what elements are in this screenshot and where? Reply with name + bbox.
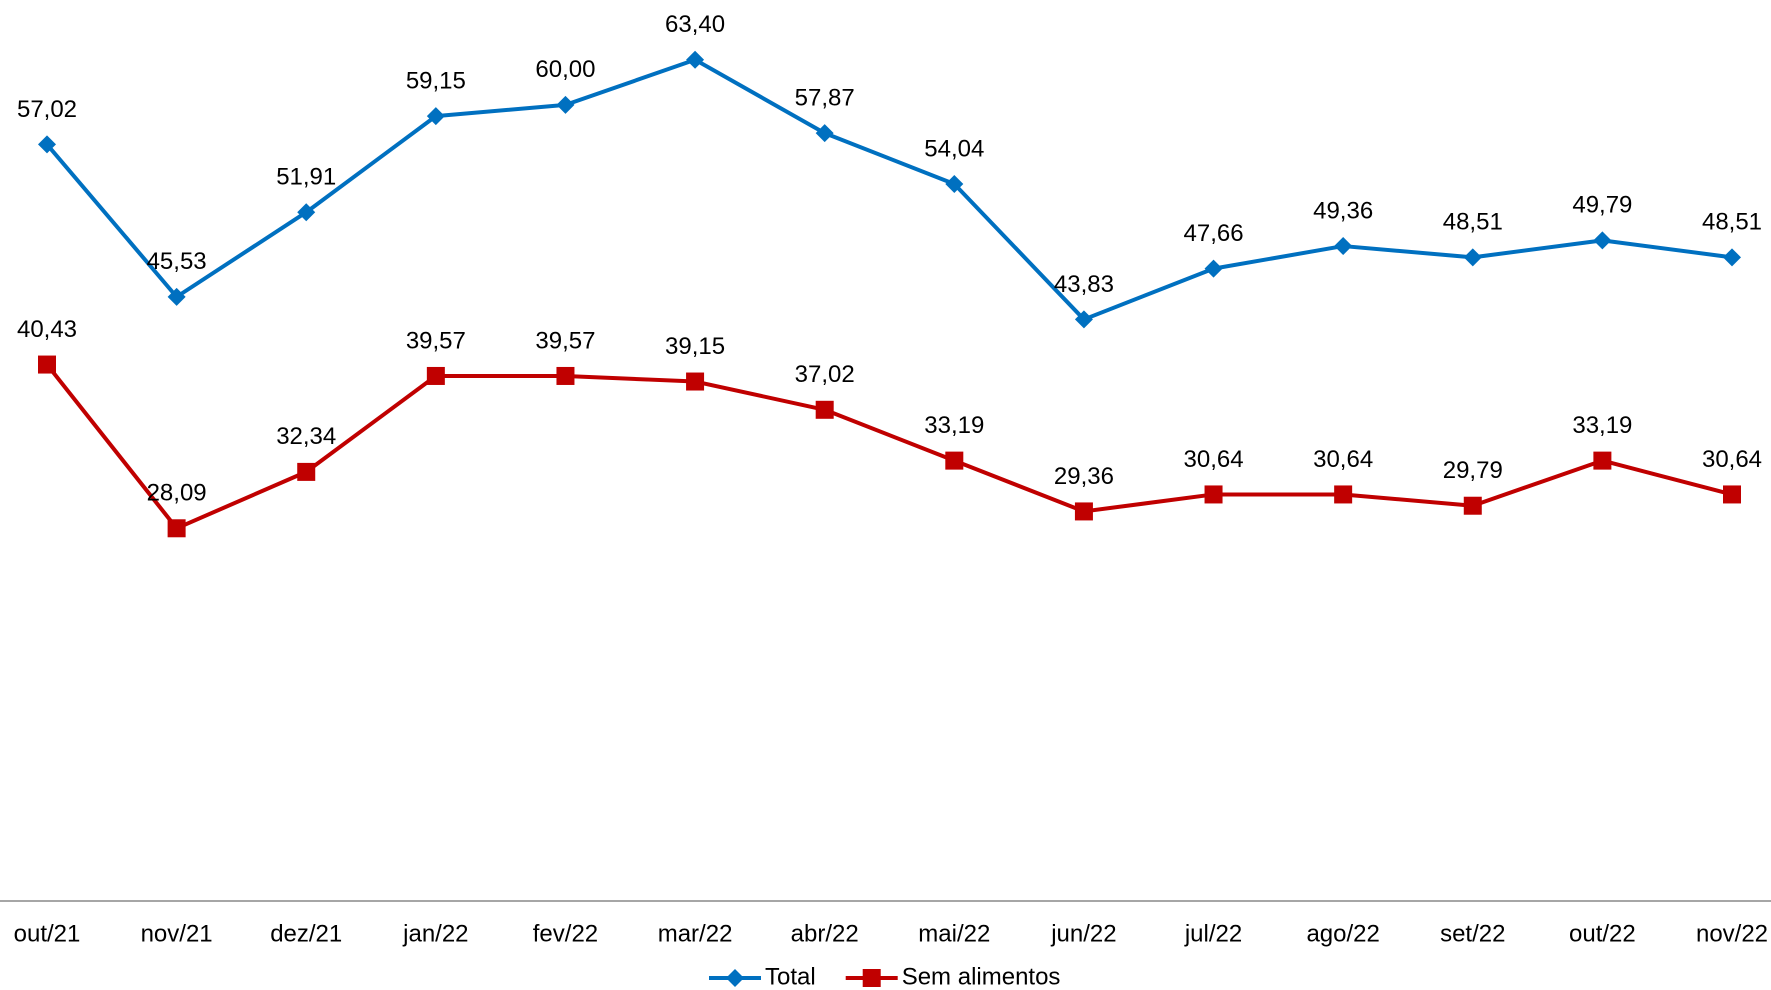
x-tick-label: mar/22 [658, 920, 733, 947]
data-label: 47,66 [1184, 220, 1244, 247]
marker [38, 135, 56, 154]
marker [167, 519, 186, 538]
data-label: 33,19 [1572, 412, 1632, 439]
marker [1593, 231, 1612, 250]
data-label: 43,83 [1054, 271, 1114, 298]
marker [426, 366, 445, 385]
marker [1074, 502, 1093, 521]
x-tick-label: ago/22 [1306, 920, 1379, 947]
data-label: 57,87 [795, 84, 855, 111]
data-label: 45,53 [147, 248, 207, 275]
data-label: 39,15 [665, 333, 725, 360]
marker [1593, 451, 1612, 470]
marker [38, 355, 56, 374]
x-tick-label: jan/22 [402, 920, 468, 947]
data-label: 40,43 [17, 316, 77, 343]
data-label: 49,79 [1572, 192, 1632, 219]
marker [1723, 248, 1741, 267]
x-tick-label: set/22 [1440, 920, 1505, 947]
legend-label: Total [765, 963, 816, 990]
data-label: 30,64 [1702, 446, 1762, 473]
marker [1723, 485, 1741, 504]
x-tick-label: mai/22 [918, 920, 990, 947]
x-tick-label: dez/21 [270, 920, 342, 947]
data-label: 48,51 [1702, 209, 1762, 236]
marker [862, 969, 881, 987]
marker [815, 124, 834, 143]
data-label: 29,36 [1054, 463, 1114, 490]
x-tick-label: nov/21 [141, 920, 213, 947]
marker [1463, 248, 1482, 267]
x-tick-label: out/22 [1569, 920, 1636, 947]
data-label: 54,04 [924, 135, 984, 162]
data-label: 39,57 [406, 327, 466, 354]
data-label: 51,91 [276, 164, 336, 191]
series-line [45, 57, 1733, 322]
data-label: 48,51 [1443, 209, 1503, 236]
data-label: 30,64 [1184, 446, 1244, 473]
data-label: 29,79 [1443, 457, 1503, 484]
data-label: 57,02 [17, 96, 77, 123]
marker [1334, 237, 1353, 256]
marker [1334, 485, 1353, 504]
marker [945, 174, 964, 193]
marker [556, 366, 575, 385]
legend-label: Sem alimentos [902, 963, 1061, 990]
data-label: 33,19 [924, 412, 984, 439]
data-label: 28,09 [147, 480, 207, 507]
x-tick-label: jun/22 [1050, 920, 1116, 947]
marker [1204, 485, 1223, 504]
marker [1074, 310, 1093, 329]
marker [297, 203, 316, 222]
marker [297, 462, 316, 481]
data-label: 37,02 [795, 361, 855, 388]
marker [815, 400, 834, 419]
marker [426, 107, 445, 126]
data-label: 59,15 [406, 68, 466, 95]
data-label: 32,34 [276, 423, 336, 450]
marker [686, 50, 705, 69]
x-tick-label: out/21 [14, 920, 81, 947]
marker [945, 451, 964, 470]
data-label: 49,36 [1313, 197, 1373, 224]
marker [686, 372, 705, 391]
data-label: 30,64 [1313, 446, 1373, 473]
marker [167, 287, 186, 306]
data-label: 39,57 [535, 327, 595, 354]
x-tick-label: nov/22 [1696, 920, 1768, 947]
marker [1204, 259, 1223, 278]
series-line [45, 363, 1733, 531]
data-label: 60,00 [535, 56, 595, 83]
data-label: 63,40 [665, 11, 725, 38]
x-tick-label: jul/22 [1184, 920, 1242, 947]
marker [1463, 496, 1482, 515]
x-tick-label: abr/22 [791, 920, 859, 947]
x-tick-label: fev/22 [533, 920, 598, 947]
marker [556, 95, 575, 114]
marker [726, 969, 744, 987]
